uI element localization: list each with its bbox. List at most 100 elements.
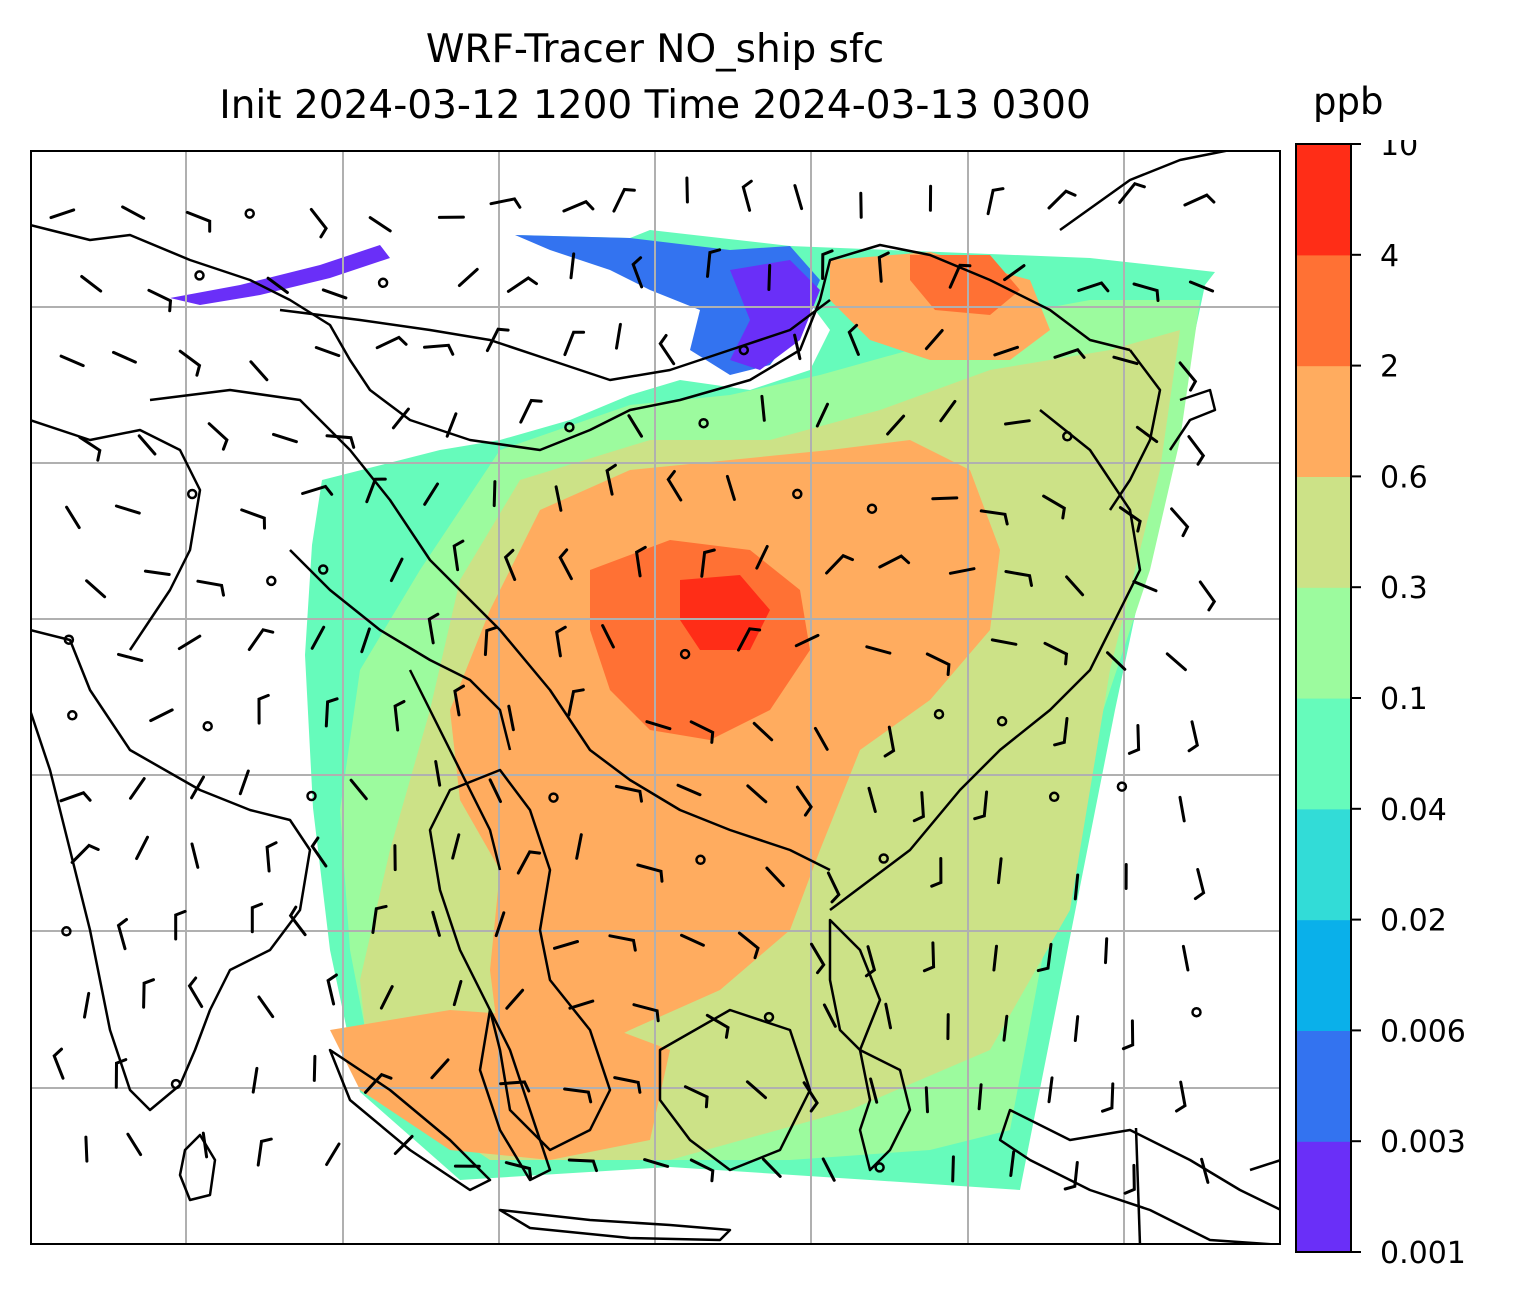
wind-barb (645, 720, 672, 731)
wind-barb (826, 871, 841, 904)
wind-barb (689, 720, 715, 744)
wind-barb (365, 477, 387, 504)
wind-barb (423, 343, 455, 356)
calm-wind-marker (1191, 1006, 1202, 1018)
wind-barb (85, 579, 107, 599)
wind-barb (360, 627, 371, 654)
calm-wind-marker (878, 853, 889, 864)
wind-barb (190, 775, 205, 800)
wind-barb (986, 187, 1005, 216)
wind-barb (59, 791, 92, 803)
coastlines (30, 150, 1281, 1245)
calm-wind-marker (67, 710, 78, 721)
wind-barb (884, 1002, 892, 1030)
wind-barb (505, 988, 525, 1010)
wind-barb (112, 350, 137, 364)
wind-barb (1135, 425, 1159, 444)
calm-wind-marker (266, 575, 277, 587)
wind-barb (689, 1158, 715, 1183)
wind-barb (147, 288, 173, 313)
colorbar: 0.001 0.003 0.006 0.02 0.04 0.1 0.3 0.6 2 4 10 (1295, 140, 1466, 1265)
wind-barb (815, 402, 829, 428)
wind-barb (1063, 1161, 1079, 1191)
colorbar-tick-label: 0.006 (1380, 1014, 1466, 1049)
wind-barb (615, 322, 622, 350)
coast-sumatra (328, 1048, 492, 1192)
colorbar-swatch (1296, 919, 1351, 1031)
wind-barb (1193, 868, 1206, 901)
wind-barb (1047, 189, 1077, 210)
calm-wind-marker (1062, 431, 1073, 442)
border-himalaya (289, 549, 512, 751)
calm-wind-marker (1116, 781, 1128, 792)
wind-barb (519, 398, 543, 424)
wind-barb (1132, 282, 1160, 302)
wind-barb (878, 554, 911, 569)
wind-barb (746, 784, 768, 804)
coast-malaysia (478, 1008, 552, 1182)
calm-wind-marker (194, 270, 205, 281)
colorbar-tick-label: 0.001 (1380, 1236, 1466, 1265)
wind-barb (1187, 720, 1199, 753)
wind-barb (1036, 942, 1053, 973)
colorbar-swatch (1296, 144, 1351, 256)
wind-barb (685, 176, 689, 204)
wind-barb (503, 548, 517, 581)
wind-barb (636, 863, 664, 883)
coast-india (30, 628, 312, 1112)
wind-barb (312, 1054, 317, 1082)
wind-barb (554, 485, 563, 512)
wind-barb (1200, 1157, 1210, 1184)
wind-barb (608, 934, 637, 952)
wind-barb (65, 505, 81, 530)
wind-barb (1002, 1014, 1009, 1042)
wind-barb (725, 474, 736, 501)
colorbar-swatch (1296, 476, 1351, 588)
coast-borneo (658, 1008, 812, 1172)
wind-barb (506, 276, 538, 293)
wind-barb (1053, 347, 1086, 359)
wind-barb (1181, 944, 1190, 972)
colorbar-ticks: 0.001 0.003 0.006 0.02 0.04 0.1 0.3 0.6 2 4 10 (1351, 140, 1466, 1265)
border-myanmar (408, 669, 502, 871)
wind-barb (821, 249, 834, 280)
wind-barb (631, 256, 644, 289)
coast-china-east (829, 409, 1142, 911)
wind-barb (84, 1135, 89, 1163)
calm-wind-marker (306, 790, 317, 802)
wind-barb (553, 940, 579, 950)
wind-barb (931, 496, 959, 501)
calm-wind-marker (738, 344, 750, 356)
wind-barb (1003, 264, 1026, 282)
wind-barb (683, 1085, 709, 1109)
wind-barb (393, 1134, 414, 1155)
wind-barb (1073, 873, 1080, 901)
colorbar-tick-label: 0.04 (1380, 793, 1447, 828)
calm-wind-marker (377, 277, 389, 289)
wind-barb (567, 688, 585, 717)
calm-wind-marker (698, 417, 709, 429)
wind-barb (364, 1072, 393, 1094)
wind-barb (78, 435, 102, 462)
wind-barb (325, 1142, 341, 1166)
wind-barb (925, 652, 951, 676)
colorbar-swatch (1296, 808, 1351, 921)
wind-barb (114, 1058, 128, 1089)
wind-barb (301, 484, 334, 496)
wind-barb (795, 785, 813, 817)
wind-barb (142, 978, 155, 1009)
wind-barb (569, 252, 576, 280)
wind-barb (257, 995, 275, 1019)
wind-barb (135, 835, 149, 861)
wind-barbs (49, 176, 1217, 1195)
wind-barb (288, 905, 307, 937)
wind-barb (948, 567, 976, 575)
colorbar-tick-label: 0.02 (1380, 904, 1447, 939)
wind-barb (453, 684, 465, 717)
border-mongolia (279, 299, 831, 382)
wind-barb (793, 184, 804, 211)
wind-barb (174, 909, 187, 941)
map-panel (30, 150, 1281, 1245)
wind-barb (760, 394, 766, 422)
wind-barb (939, 399, 957, 423)
